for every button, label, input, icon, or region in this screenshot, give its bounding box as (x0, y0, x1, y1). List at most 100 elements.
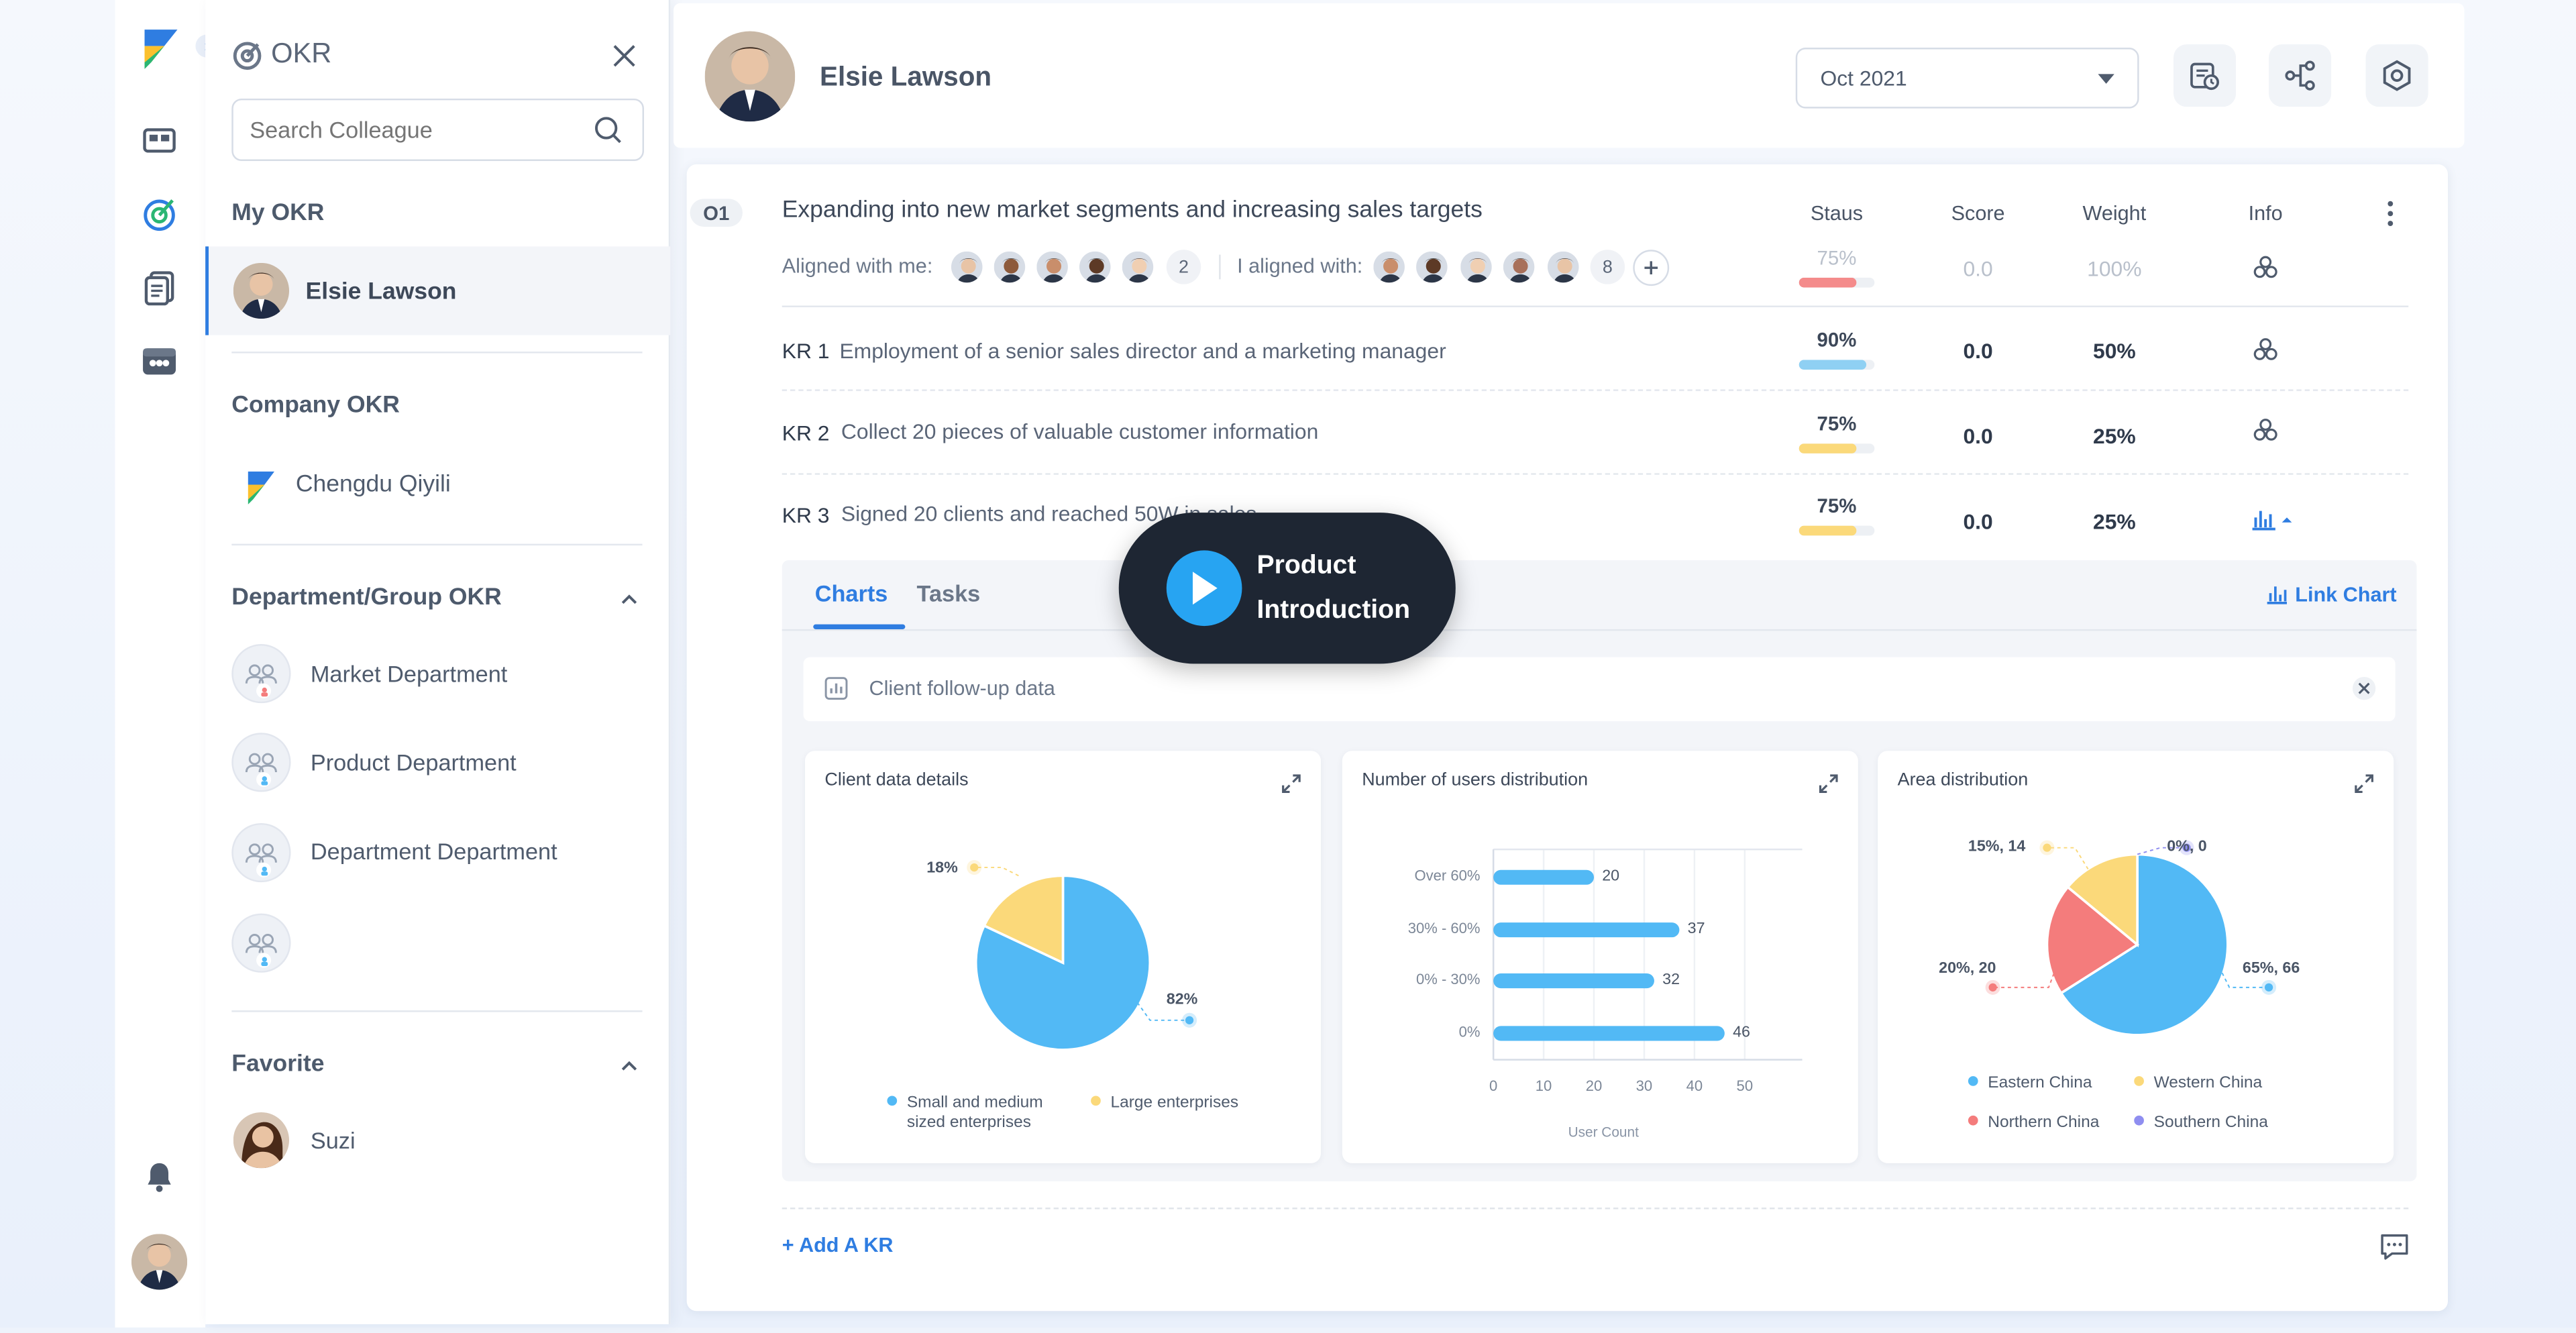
okr-target-icon[interactable] (142, 195, 178, 231)
legend-southern: Southern China (2134, 1114, 2268, 1133)
team-icon[interactable] (142, 343, 178, 380)
x-tick-label: 20 (1585, 1077, 1603, 1095)
kr1-info-icon[interactable] (2253, 337, 2279, 363)
kr3-status: 75% (1817, 494, 1857, 518)
colleague-avatar[interactable] (1501, 250, 1536, 284)
settings-button[interactable] (2365, 44, 2428, 107)
client-data-chart-card: Client data details 18% 82% Small and me… (805, 751, 1321, 1163)
more-options-icon[interactable] (2383, 199, 2397, 228)
chevron-down-icon (2098, 74, 2114, 84)
add-alignment-button[interactable] (1633, 250, 1670, 286)
data-source-chart-icon (824, 677, 848, 700)
bar-value-label: 20 (1602, 867, 1620, 886)
pie3-label-eastern: 65%, 66 (2242, 959, 2300, 978)
kr2-weight: 25% (2092, 423, 2136, 449)
pie-slice (2059, 853, 2229, 1036)
dept-item-department[interactable]: Department Department (310, 837, 557, 865)
chart3-title: Area distribution (1897, 770, 2029, 790)
overlay-line1: Product (1256, 551, 1356, 580)
objective-title[interactable]: Expanding into new market segments and i… (782, 197, 1483, 224)
documents-icon[interactable] (142, 270, 178, 306)
kr1-text[interactable]: Employment of a senior sales director an… (839, 338, 1446, 364)
pie3-leader-southern (2137, 847, 2187, 855)
collapse-dept-icon[interactable] (619, 588, 639, 608)
header-user-name: Elsie Lawson (820, 62, 992, 93)
history-report-button[interactable] (2174, 44, 2237, 107)
current-user-avatar[interactable] (131, 1234, 188, 1290)
bar-value-label: 37 (1687, 920, 1705, 939)
pie3-leader-western-dot (2043, 843, 2051, 852)
link-chart-icon (2267, 586, 2288, 604)
dept-item-product[interactable]: Product Department (310, 749, 517, 776)
colleague-avatar[interactable] (1034, 250, 1070, 284)
company-okr-heading: Company OKR (231, 392, 400, 419)
data-source-name: Client follow-up data (869, 676, 1055, 700)
pie3-label-southern: 0%, 0 (2167, 837, 2207, 856)
bar-3 (1493, 1026, 1725, 1041)
legend-northern: Northern China (1968, 1114, 2099, 1133)
colleague-avatar[interactable] (1458, 250, 1494, 284)
expand-icon[interactable] (2354, 774, 2373, 794)
dept-item-market[interactable]: Market Department (310, 660, 508, 687)
company-logo-icon (245, 468, 278, 504)
suzi-avatar (233, 1112, 290, 1169)
remove-source-button[interactable] (2352, 676, 2376, 700)
pie1-leader-small-dot (1185, 1016, 1194, 1024)
legend-dot (1091, 1096, 1101, 1106)
objective-status-value: 75% (1817, 246, 1857, 270)
add-kr-button[interactable]: + Add A KR (782, 1234, 894, 1257)
chart1-title: Client data details (824, 770, 969, 790)
colleague-avatar[interactable] (1371, 250, 1407, 284)
close-panel-icon[interactable] (611, 43, 637, 69)
tab-charts[interactable]: Charts (814, 580, 888, 606)
pie-chart-area (1985, 840, 2277, 1036)
footer-divider (782, 1208, 2409, 1210)
search-icon[interactable] (593, 115, 623, 144)
my-okr-user-name: Elsie Lawson (305, 279, 457, 306)
bar-2 (1493, 973, 1654, 989)
colleague-avatar[interactable] (1414, 250, 1450, 284)
colleague-avatar[interactable] (1077, 250, 1112, 284)
favorite-heading: Favorite (231, 1051, 325, 1078)
kr2-text[interactable]: Collect 20 pieces of valuable customer i… (841, 419, 1319, 444)
i-aligned-with-count[interactable]: 8 (1590, 250, 1625, 284)
kr2-status: 75% (1817, 412, 1857, 435)
kr2-info-icon[interactable] (2253, 417, 2279, 443)
favorite-user-name[interactable]: Suzi (310, 1127, 356, 1154)
aligned-with-me-count[interactable]: 2 (1166, 250, 1201, 284)
notifications-bell-icon[interactable] (142, 1159, 178, 1195)
legend-dot (1968, 1115, 1978, 1126)
pie3-leader-northern (1992, 961, 2059, 988)
pie-chart-client (967, 860, 1197, 1051)
colleague-avatar[interactable] (992, 250, 1027, 284)
colleague-avatar[interactable] (1546, 250, 1580, 284)
link-chart-button[interactable]: Link Chart (2265, 582, 2397, 608)
bar-chart-users (1492, 848, 1803, 1061)
colleague-avatar[interactable] (949, 250, 984, 284)
department-group-icon[interactable] (231, 913, 291, 973)
expand-icon[interactable] (1819, 774, 1838, 794)
month-select[interactable]: Oct 2021 (1795, 48, 2139, 109)
pie3-leader-western (2047, 847, 2089, 870)
collapse-favorite-icon[interactable] (619, 1055, 639, 1074)
month-select-value: Oct 2021 (1820, 65, 1907, 91)
my-okr-heading: My OKR (231, 200, 325, 227)
expand-icon[interactable] (1281, 774, 1301, 794)
alignment-tree-button[interactable] (2269, 44, 2332, 107)
pie3-leader-eastern (2215, 961, 2269, 988)
company-name[interactable]: Chengdu Qiyili (295, 471, 451, 498)
colleague-avatar[interactable] (1120, 250, 1155, 284)
objective-info-icon[interactable] (2253, 255, 2279, 281)
legend-label: Southern China (2153, 1114, 2268, 1132)
search-colleague-field[interactable] (231, 98, 645, 162)
users-distribution-chart-card: Number of users distribution Over 60% 20 3… (1342, 751, 1858, 1163)
legend-label: Western China (2153, 1074, 2263, 1093)
kr3-chart-toggle[interactable] (2251, 506, 2297, 532)
product-introduction-video-button[interactable]: Product Introduction (1118, 513, 1456, 664)
pie3-leader-southern-dot (2182, 843, 2191, 852)
comment-icon[interactable] (2379, 1232, 2410, 1262)
search-input[interactable] (250, 113, 579, 146)
pie3-leader-eastern-dot (2264, 983, 2273, 992)
tab-tasks[interactable]: Tasks (916, 580, 981, 606)
board-icon[interactable] (142, 123, 178, 160)
